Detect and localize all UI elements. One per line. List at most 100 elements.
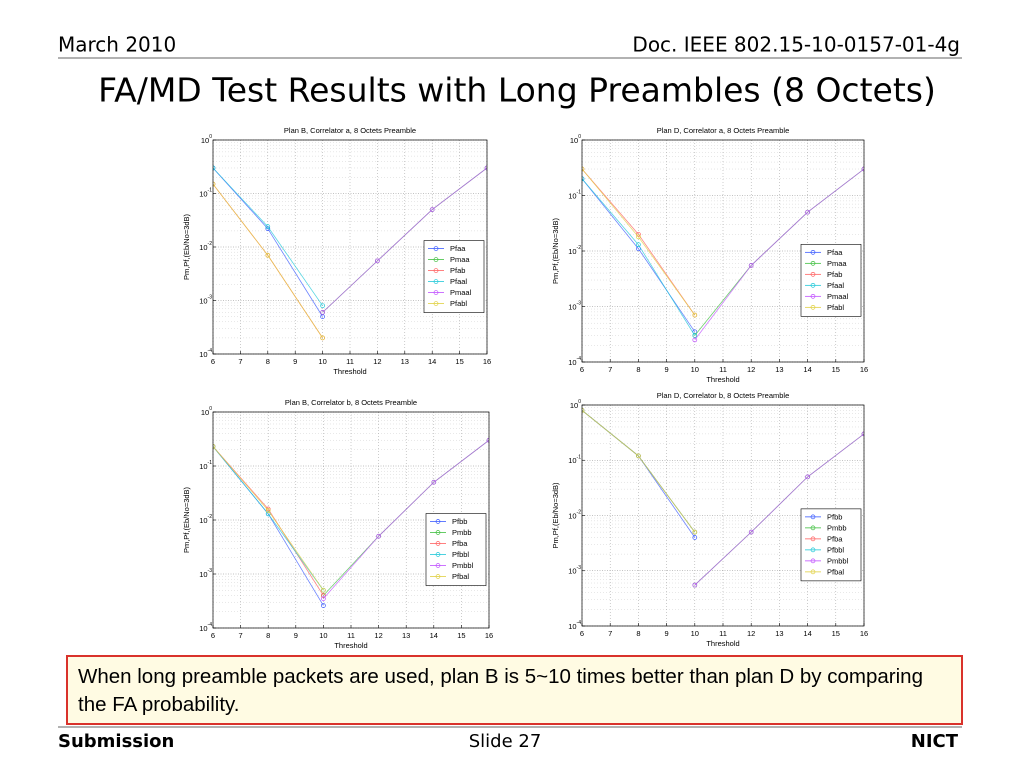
legend-label: Pfbal (452, 572, 469, 581)
series-line (322, 167, 487, 313)
y-tick-label: 10-2 (568, 245, 581, 256)
x-tick-label: 15 (457, 631, 465, 640)
y-tick-exponent: -2 (577, 510, 582, 516)
legend-marker (435, 530, 441, 535)
x-tick-label: 13 (401, 357, 409, 366)
legend-label: Pfbal (827, 567, 844, 576)
y-tick-label: 100 (201, 406, 212, 417)
data-point (805, 474, 810, 480)
legend-marker (433, 290, 439, 295)
x-tick-label: 9 (665, 629, 669, 638)
series-group (582, 166, 864, 343)
series-line (694, 168, 864, 341)
data-point (692, 535, 698, 540)
y-tick-exponent: -1 (577, 455, 582, 461)
data-point (486, 437, 489, 443)
data-point (321, 603, 326, 608)
data-point (582, 176, 585, 182)
legend-label: Pmaa (827, 259, 847, 268)
chart-title: Plan D, Correlator a, 8 Octets Preamble (657, 126, 790, 135)
y-axis-label: Pm,Pf,(Eb/No=3dB) (182, 213, 191, 280)
x-tick-label: 16 (860, 629, 868, 638)
y-tick-label: 10-1 (199, 460, 212, 471)
series-group (213, 165, 487, 341)
y-tick-exponent: 0 (578, 134, 581, 140)
x-tick-label: 16 (860, 365, 868, 374)
y-tick-exponent: -2 (208, 241, 213, 247)
data-point (861, 166, 864, 172)
plot-frame (212, 411, 490, 629)
y-tick-exponent: -4 (577, 356, 582, 362)
footer-left: Submission (58, 731, 174, 752)
series-line (213, 446, 324, 591)
x-tick-label: 14 (803, 629, 811, 638)
y-tick-label: 100 (570, 134, 581, 145)
data-point (431, 479, 437, 485)
legend-box (423, 240, 485, 313)
data-point (265, 224, 271, 230)
x-tick-label: 9 (294, 631, 298, 640)
x-tick-label: 14 (430, 631, 438, 640)
y-tick-exponent: -1 (208, 188, 213, 194)
x-tick-label: 7 (608, 365, 612, 374)
y-tick-label: 10-4 (568, 620, 581, 631)
legend-label: Pfaa (827, 248, 843, 257)
legend-marker (810, 271, 816, 277)
y-tick-label: 10-3 (568, 565, 581, 576)
plot-frame (581, 139, 865, 363)
data-point (582, 166, 585, 172)
x-axis-label: Threshold (333, 367, 366, 376)
legend-label: Pmbbl (452, 561, 474, 570)
data-point (213, 181, 216, 187)
series-line (582, 178, 696, 333)
x-tick-label: 15 (455, 357, 463, 366)
legend-label: Pfba (827, 534, 843, 543)
data-point (265, 252, 271, 258)
data-point (636, 234, 641, 240)
legend-marker (810, 558, 816, 564)
data-point (692, 312, 698, 318)
x-tick-label: 6 (580, 629, 584, 638)
y-tick-label: 10-1 (568, 190, 581, 201)
y-axis-label: Pm,Pf,(Eb/No=3dB) (551, 482, 560, 549)
legend-marker (810, 293, 816, 299)
x-tick-label: 11 (346, 357, 354, 366)
x-tick-label: 7 (238, 357, 242, 366)
y-tick-label: 100 (201, 134, 212, 145)
x-tick-label: 11 (719, 365, 727, 374)
data-point (265, 508, 271, 513)
legend-marker (433, 246, 439, 251)
y-tick-exponent: -4 (208, 348, 213, 354)
legend-label: Pfaal (827, 281, 844, 290)
data-point (213, 444, 216, 449)
x-tick-label: 8 (266, 631, 270, 640)
x-tick-label: 12 (747, 365, 755, 374)
data-point (320, 335, 325, 341)
legend-marker (810, 282, 816, 288)
legend-label: Pmbb (452, 528, 472, 537)
series-line (582, 410, 696, 533)
x-tick-label: 8 (266, 357, 270, 366)
legend-marker (435, 552, 441, 557)
x-tick-label: 16 (483, 357, 491, 366)
x-tick-label: 12 (374, 631, 382, 640)
x-tick-label: 7 (608, 629, 612, 638)
legend-marker (435, 541, 441, 546)
plot-frame (581, 404, 865, 627)
x-tick-label: 10 (691, 365, 699, 374)
legend-marker (810, 569, 816, 575)
legend-marker (810, 525, 816, 531)
x-tick-label: 9 (293, 357, 297, 366)
x-tick-label: 7 (239, 631, 243, 640)
series-line (582, 168, 696, 316)
legend-marker (433, 268, 439, 273)
y-tick-exponent: -3 (577, 565, 582, 571)
data-point (375, 258, 380, 264)
data-point (692, 337, 698, 343)
y-tick-exponent: 0 (578, 399, 581, 405)
data-point (376, 533, 381, 539)
y-tick-label: 10-2 (568, 510, 581, 521)
x-axis-label: Threshold (706, 375, 739, 384)
x-tick-label: 6 (580, 365, 584, 374)
